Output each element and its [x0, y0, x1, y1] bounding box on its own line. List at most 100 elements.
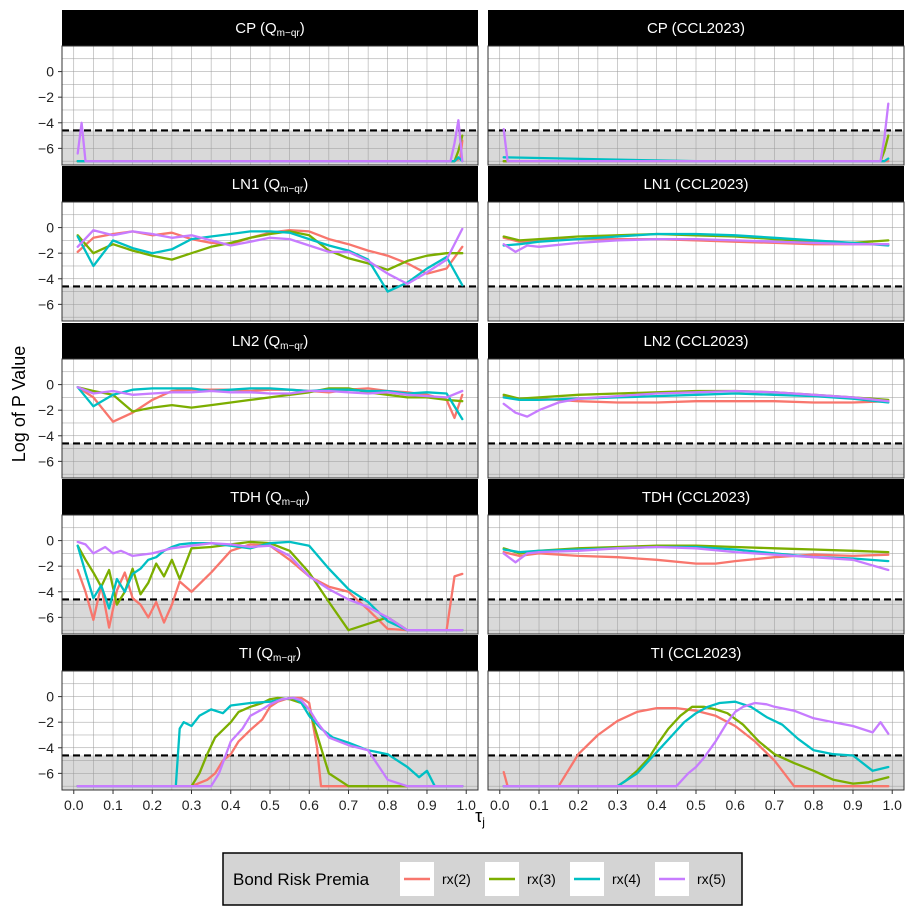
legend-title: Bond Risk Premia [233, 870, 370, 889]
x-tick-label: 0.3 [608, 797, 628, 813]
x-tick-label: 0.3 [182, 797, 202, 813]
facet-panel: LN2 (CCL2023) [487, 323, 905, 479]
legend-entry-label: rx(4) [612, 871, 641, 887]
x-tick-label: 0.4 [221, 797, 241, 813]
series-line [76, 540, 464, 632]
y-tick-label: −4 [38, 115, 54, 131]
panel-border [487, 45, 905, 166]
facet-strip [62, 166, 478, 202]
x-tick-label: 0.9 [843, 797, 863, 813]
y-tick-label: −6 [38, 453, 54, 469]
panel-border [61, 45, 479, 166]
facet-panel: CP (Qm−qr) 0 −2 −4 −6 [38, 10, 479, 166]
x-tick-label: 0.9 [417, 797, 437, 813]
x-tick-label: 0.4 [647, 797, 667, 813]
facet-title: CP (CCL2023) [647, 20, 745, 37]
facet-panel: LN1 (Qm−qr) 0 −2 −4 −6 [38, 166, 479, 322]
y-tick-label: −4 [38, 271, 54, 287]
y-tick-label: −4 [38, 428, 54, 444]
y-tick-label: −4 [38, 584, 54, 600]
series-line [76, 119, 464, 163]
series-line [76, 227, 464, 286]
facet-panel: LN2 (Qm−qr) 0 −2 −4 −6 [38, 323, 479, 479]
series-line [502, 701, 890, 788]
series-line [76, 540, 464, 632]
facet-strip [488, 166, 904, 202]
series-line [76, 386, 464, 421]
facet-strip [62, 10, 478, 46]
facet-strip [488, 10, 904, 46]
panel-border [61, 358, 479, 479]
y-tick-label: −2 [38, 558, 54, 574]
y-tick-label: −2 [38, 714, 54, 730]
y-tick-label: 0 [46, 64, 54, 80]
series-line [502, 705, 890, 788]
y-tick-label: −2 [38, 402, 54, 418]
x-axis-title: τj [475, 806, 485, 829]
x-tick-label: 0.8 [378, 797, 398, 813]
x-tick-label: 0.8 [804, 797, 824, 813]
facet-title: LN1 (Qm−qr) [232, 176, 308, 195]
legend: Bond Risk Premia rx(2) rx(3) rx(4) rx(5) [222, 852, 743, 906]
panel-border [487, 514, 905, 635]
series-line [502, 700, 890, 788]
x-tick-label: 1.0 [882, 797, 902, 813]
x-tick-label: 0.2 [569, 797, 589, 813]
y-tick-label: 0 [46, 220, 54, 236]
facet-title: CP (Qm−qr) [235, 20, 304, 39]
panel-border [61, 514, 479, 635]
facet-panel: CP (CCL2023) [487, 10, 905, 166]
facet-title: LN2 (Qm−qr) [232, 333, 308, 352]
facet-panel: TDH (Qm−qr) 0 −2 −4 −6 [38, 479, 479, 635]
series-line [76, 230, 464, 271]
series-line [76, 696, 464, 788]
x-tick-label: 0.0 [490, 797, 510, 813]
facet-strip [488, 323, 904, 359]
panel-border [487, 201, 905, 322]
series-line [502, 102, 890, 163]
x-tick-label: 0.5 [686, 797, 706, 813]
y-tick-label: −6 [38, 765, 54, 781]
facet-title: LN1 (CCL2023) [643, 176, 748, 193]
series-line [76, 386, 464, 399]
y-tick-label: −6 [38, 296, 54, 312]
facet-strip [488, 479, 904, 515]
facet-strip [62, 635, 478, 671]
y-tick-label: 0 [46, 377, 54, 393]
facet-panel: TDH (CCL2023) [487, 479, 905, 635]
series-line [502, 392, 890, 404]
x-tick-label: 0.7 [765, 797, 785, 813]
legend-entry-label: rx(5) [697, 871, 726, 887]
y-tick-label: −6 [38, 609, 54, 625]
x-tick-label: 0.6 [726, 797, 746, 813]
x-tick-label: 0.6 [300, 797, 320, 813]
series-line [76, 696, 464, 788]
series-line [502, 550, 890, 565]
panel-border [487, 358, 905, 479]
x-tick-label: 0.1 [529, 797, 549, 813]
panel-border [61, 201, 479, 322]
series-line [76, 230, 464, 293]
facet-title: TDH (Qm−qr) [230, 489, 310, 508]
legend-entry-label: rx(3) [527, 871, 556, 887]
x-tick-label: 0.5 [260, 797, 280, 813]
series-line [502, 237, 890, 254]
facet-strip [62, 479, 478, 515]
y-tick-label: −6 [38, 140, 54, 156]
y-tick-label: 0 [46, 689, 54, 705]
series-line [502, 389, 890, 418]
series-line [76, 386, 464, 413]
facet-strip [488, 635, 904, 671]
facet-title: TI (CCL2023) [651, 645, 742, 662]
facet-strip [62, 323, 478, 359]
x-tick-label: 0.2 [143, 797, 163, 813]
facet-panel: TI (Qm−qr) 0 −2 −4 −6 0.0 0.1 0.2 0.3 0.4 0.5 0.6 0.… [38, 635, 479, 813]
x-tick-label: 0.1 [103, 797, 123, 813]
y-tick-label: −2 [38, 89, 54, 105]
series-line [502, 545, 890, 572]
legend-entry-label: rx(2) [442, 871, 471, 887]
y-tick-label: 0 [46, 533, 54, 549]
y-axis-title: Log of P Value [9, 346, 29, 462]
